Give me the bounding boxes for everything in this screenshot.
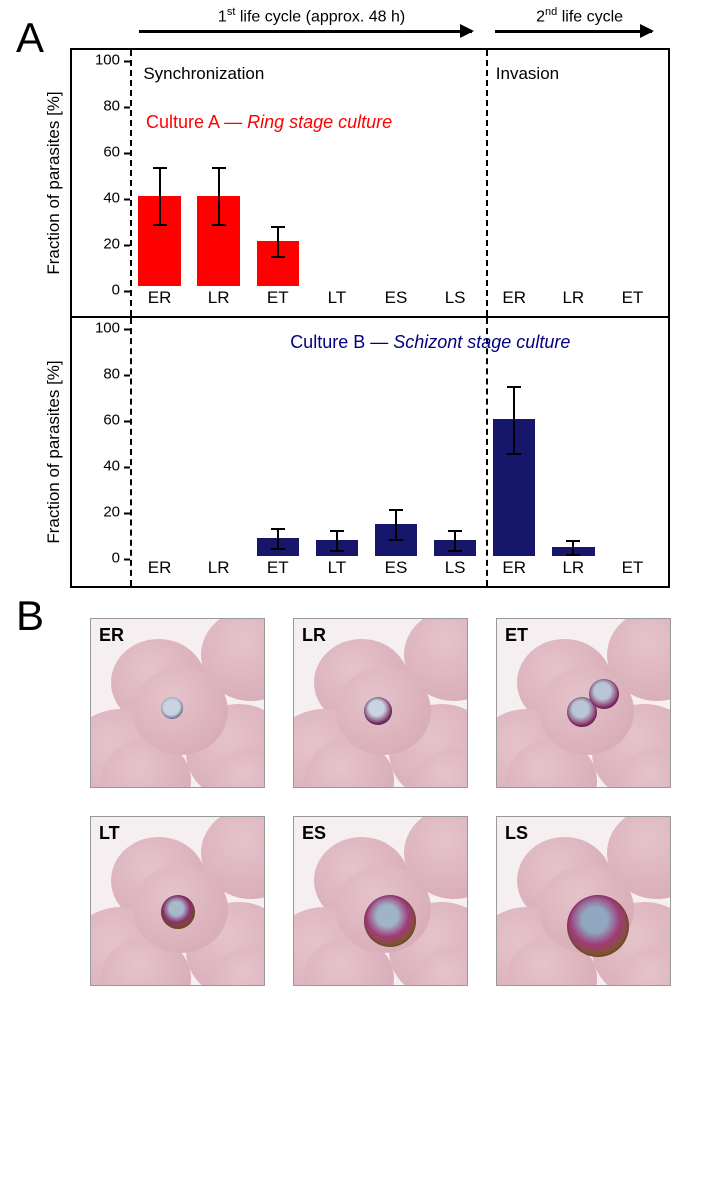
bar xyxy=(257,538,300,556)
x-tick-label: ER xyxy=(130,288,189,312)
x-tick-label: ES xyxy=(366,558,425,582)
x-tick-label: LT xyxy=(307,288,366,312)
microscopy-ls: LS xyxy=(496,816,671,986)
panel-b-grid: ER LR ET LT ES LS xyxy=(90,618,686,986)
arrow-cycle-1 xyxy=(139,30,473,33)
x-tick-label: ER xyxy=(485,288,544,312)
x-tick-label: LR xyxy=(544,558,603,582)
bar xyxy=(138,196,181,286)
bar-cell xyxy=(307,328,366,556)
panel-b-label: B xyxy=(16,592,44,640)
y-tick: 40 xyxy=(72,190,130,207)
parasite xyxy=(364,895,416,947)
stage-tag: LS xyxy=(505,823,528,844)
stage-tag: LT xyxy=(99,823,120,844)
parasite xyxy=(161,895,195,929)
y-tick: 0 xyxy=(72,550,130,567)
stage-tag: ET xyxy=(505,625,528,646)
x-tick-label: ET xyxy=(248,288,307,312)
bar-cell xyxy=(130,328,189,556)
y-tick: 20 xyxy=(72,504,130,521)
arrow-label-1: 1st life cycle (approx. 48 h) xyxy=(218,6,405,26)
bar-cell xyxy=(189,328,248,556)
figure: A 1st life cycle (approx. 48 h) 2nd life… xyxy=(20,20,686,986)
phase-divider xyxy=(486,50,488,316)
y-tick: 20 xyxy=(72,236,130,253)
parasite xyxy=(589,679,619,709)
x-tick-label: LS xyxy=(426,558,485,582)
parasite xyxy=(161,697,183,719)
y-axis-label: Fraction of parasites [%] xyxy=(44,91,64,274)
microscopy-lr: LR xyxy=(293,618,468,788)
bar xyxy=(434,540,477,556)
bar-cell xyxy=(544,60,603,286)
x-tick-label: LR xyxy=(544,288,603,312)
y-tick: 60 xyxy=(72,412,130,429)
x-tick-label: LR xyxy=(189,288,248,312)
y-tick: 100 xyxy=(72,320,130,337)
culture-label: Culture A — Ring stage culture xyxy=(146,112,392,133)
x-tick-label: ET xyxy=(603,288,662,312)
arrow-cycle-2 xyxy=(495,30,652,33)
y-tick: 40 xyxy=(72,458,130,475)
bar-cell xyxy=(366,328,425,556)
microscopy-lt: LT xyxy=(90,816,265,986)
bar xyxy=(197,196,240,286)
parasite xyxy=(364,697,392,725)
stage-tag: ER xyxy=(99,625,124,646)
bar-cell xyxy=(189,60,248,286)
y-tick: 100 xyxy=(72,52,130,69)
bar-cell xyxy=(485,328,544,556)
bar xyxy=(493,419,536,556)
bar xyxy=(552,547,595,556)
chart-culture-b: Fraction of parasites [%] 020406080100ER… xyxy=(70,318,670,588)
bar xyxy=(316,540,359,556)
panel-a: 1st life cycle (approx. 48 h) 2nd life c… xyxy=(70,20,670,588)
x-tick-label: LR xyxy=(189,558,248,582)
phase-divider xyxy=(486,318,488,586)
chart-culture-a: Fraction of parasites [%] 020406080100ER… xyxy=(70,48,670,318)
y-tick: 0 xyxy=(72,282,130,299)
parasite xyxy=(567,895,629,957)
microscopy-er: ER xyxy=(90,618,265,788)
bar xyxy=(375,524,418,556)
x-tick-label: ES xyxy=(366,288,425,312)
x-tick-label: LS xyxy=(426,288,485,312)
phase-divider xyxy=(130,318,132,586)
microscopy-et: ET xyxy=(496,618,671,788)
bar-cell xyxy=(544,328,603,556)
lifecycle-header: 1st life cycle (approx. 48 h) 2nd life c… xyxy=(128,20,664,48)
x-tick-label: ET xyxy=(603,558,662,582)
panel-a-label: A xyxy=(16,14,44,62)
phase-divider xyxy=(130,50,132,316)
x-tick-label: ER xyxy=(130,558,189,582)
bar xyxy=(257,241,300,286)
y-tick: 80 xyxy=(72,366,130,383)
x-tick-label: ET xyxy=(248,558,307,582)
x-tick-label: LT xyxy=(307,558,366,582)
y-axis-label: Fraction of parasites [%] xyxy=(44,360,64,543)
bar-cell xyxy=(130,60,189,286)
bar-cell xyxy=(485,60,544,286)
x-tick-label: ER xyxy=(485,558,544,582)
y-tick: 60 xyxy=(72,144,130,161)
stage-tag: ES xyxy=(302,823,326,844)
bar-cell xyxy=(426,328,485,556)
bar-cell xyxy=(603,328,662,556)
bar-cell xyxy=(248,60,307,286)
bar-cell xyxy=(426,60,485,286)
microscopy-es: ES xyxy=(293,816,468,986)
bar-cell xyxy=(366,60,425,286)
phase-label: Synchronization xyxy=(143,64,264,84)
bar-cell xyxy=(307,60,366,286)
culture-label: Culture B — Schizont stage culture xyxy=(290,332,570,353)
phase-label: Invasion xyxy=(496,64,559,84)
bar-cell xyxy=(248,328,307,556)
bar-cell xyxy=(603,60,662,286)
arrow-label-2: 2nd life cycle xyxy=(536,6,623,26)
y-tick: 80 xyxy=(72,98,130,115)
stage-tag: LR xyxy=(302,625,326,646)
